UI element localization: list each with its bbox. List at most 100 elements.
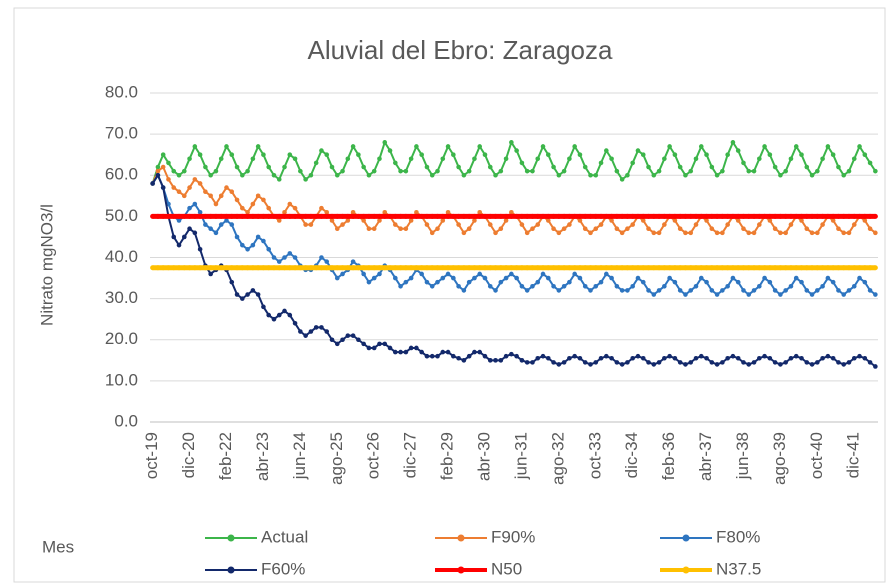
point: [440, 265, 446, 271]
point: [450, 265, 456, 271]
point: [229, 152, 235, 157]
point: [767, 152, 773, 157]
x-tick-label: dic-41: [844, 432, 863, 478]
point: [297, 265, 303, 271]
point: [266, 246, 271, 252]
point: [799, 152, 804, 157]
point: [851, 222, 857, 227]
point: [624, 265, 630, 271]
point: [461, 213, 467, 219]
point: [287, 251, 293, 256]
point: [208, 172, 213, 178]
point: [239, 213, 245, 219]
x-tick-label: dic-20: [179, 432, 198, 478]
point: [155, 213, 161, 219]
point: [398, 168, 403, 174]
point: [783, 360, 788, 365]
y-tick-label: 10.0: [105, 370, 138, 389]
y-tick-label: 50.0: [105, 206, 138, 225]
point: [857, 144, 862, 149]
point: [440, 213, 446, 219]
x-tick-label: jun-24: [290, 432, 309, 480]
point: [841, 213, 847, 219]
point: [203, 164, 208, 170]
point: [503, 213, 509, 219]
point: [593, 172, 599, 178]
point: [187, 156, 192, 162]
point: [746, 292, 752, 297]
point: [308, 329, 314, 334]
point: [572, 144, 577, 149]
point: [830, 213, 836, 219]
point: [640, 213, 646, 219]
y-axis-label: Nitrato mgNO3/l: [37, 204, 56, 326]
chart-title: Aluvial del Ebro: Zaragoza: [308, 35, 613, 65]
point: [382, 213, 388, 219]
point: [588, 288, 593, 293]
point: [704, 218, 709, 223]
point: [820, 355, 825, 361]
point: [160, 185, 166, 190]
point: [640, 265, 646, 271]
point: [250, 288, 256, 293]
point: [714, 265, 720, 271]
point: [572, 265, 578, 271]
point: [477, 144, 483, 149]
point: [830, 152, 836, 157]
point: [872, 265, 878, 271]
point: [778, 362, 783, 367]
point: [271, 172, 277, 178]
point: [762, 353, 767, 359]
point: [245, 209, 250, 215]
point: [282, 209, 287, 215]
point: [245, 213, 251, 219]
point: [567, 222, 572, 227]
point: [809, 213, 815, 219]
point: [350, 259, 356, 264]
point: [366, 172, 372, 178]
point: [487, 358, 493, 363]
point: [830, 265, 836, 271]
point: [482, 275, 488, 281]
point: [830, 279, 836, 285]
point: [846, 265, 852, 271]
point: [572, 213, 578, 219]
point: [192, 144, 198, 149]
point: [835, 265, 841, 271]
point: [561, 168, 567, 174]
point: [757, 355, 762, 361]
point: [704, 152, 709, 157]
point: [403, 279, 409, 285]
point: [176, 265, 182, 271]
point: [218, 193, 224, 199]
point: [688, 213, 694, 219]
point: [814, 213, 820, 219]
point: [598, 213, 604, 219]
point: [429, 213, 435, 219]
point: [429, 353, 435, 359]
point: [408, 156, 414, 162]
point: [218, 156, 224, 162]
point: [324, 259, 330, 264]
point: [487, 283, 493, 289]
point: [540, 353, 546, 359]
point: [213, 230, 219, 236]
point: [229, 265, 235, 271]
point: [224, 218, 229, 223]
point: [830, 218, 836, 223]
point: [472, 156, 477, 162]
point: [867, 226, 873, 232]
x-tick-label: oct-33: [585, 432, 604, 479]
x-tick-label: abr-23: [253, 432, 272, 481]
point: [213, 213, 219, 219]
point: [429, 172, 435, 178]
point: [540, 144, 546, 149]
point: [150, 265, 156, 271]
x-tick-label: jun-31: [511, 432, 530, 480]
point: [683, 172, 688, 178]
point: [825, 275, 831, 281]
point: [424, 222, 430, 227]
point: [461, 265, 467, 271]
point: [873, 364, 878, 369]
point: [197, 213, 203, 219]
